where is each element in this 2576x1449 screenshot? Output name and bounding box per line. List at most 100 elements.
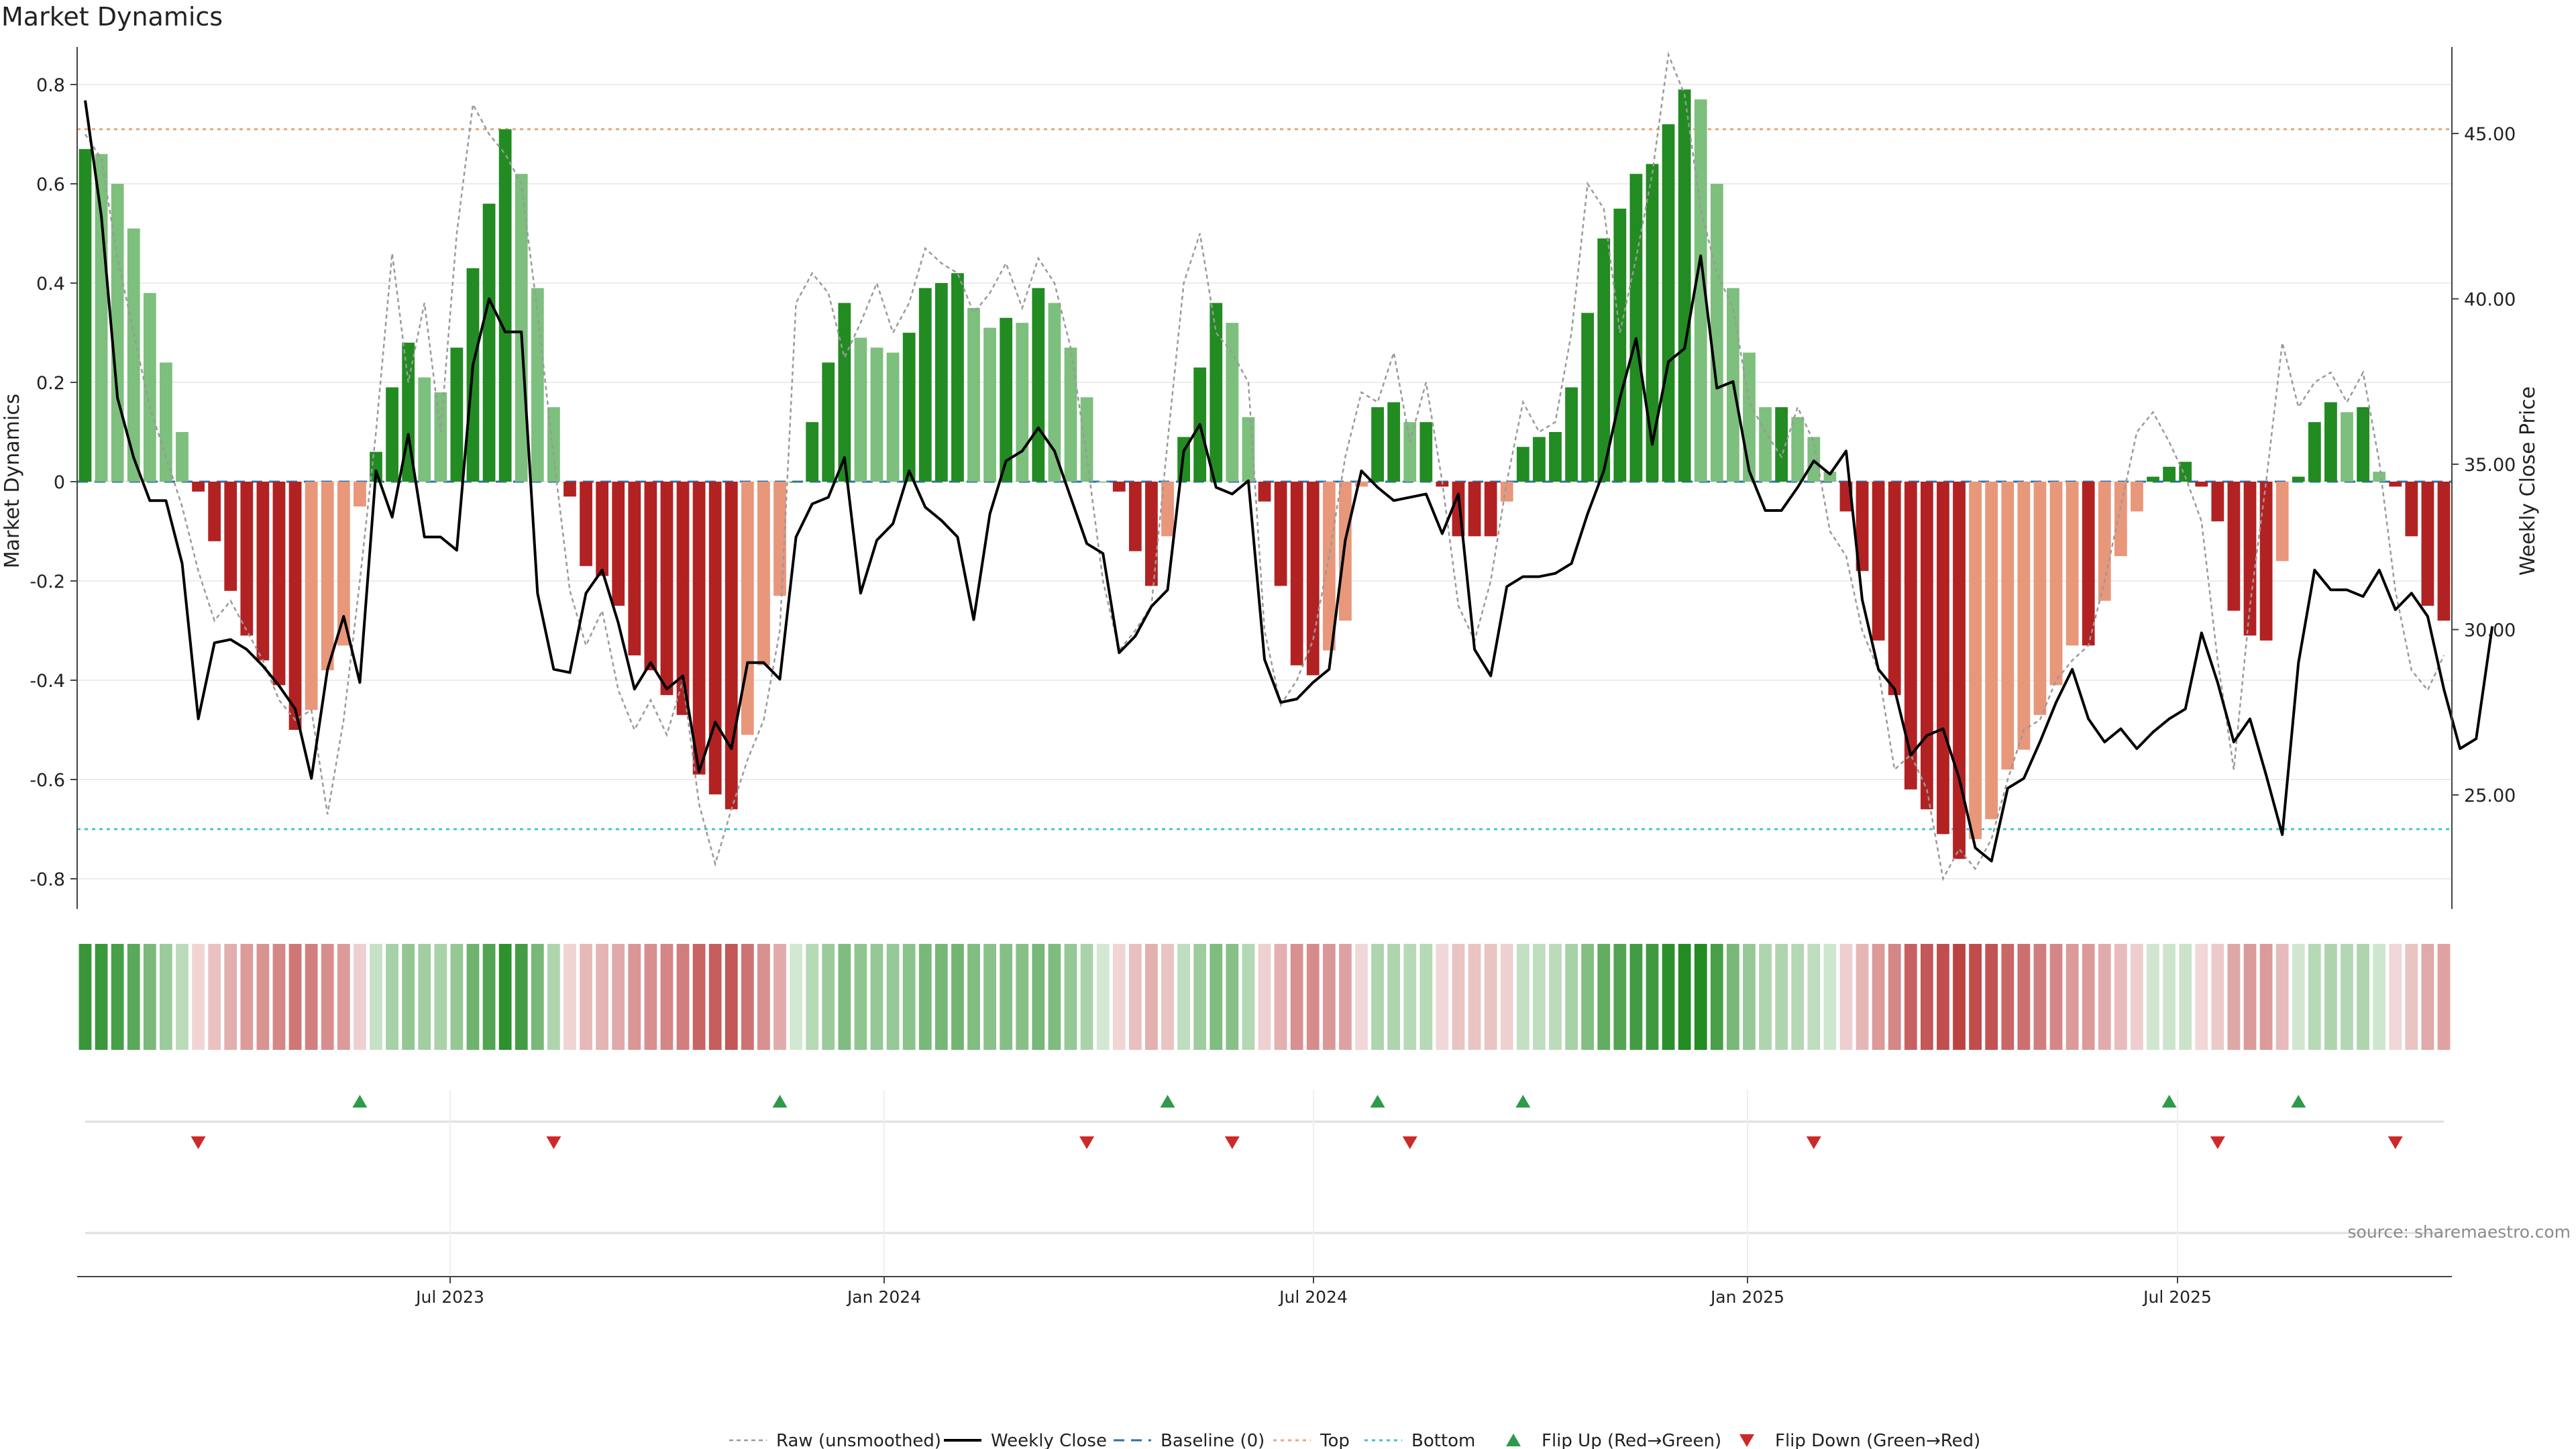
flip-down-marker (546, 1136, 561, 1149)
x-tick-label: Jul 2025 (2142, 1287, 2212, 1307)
heat-strip-cell (256, 944, 270, 1050)
flip-up-marker (2291, 1095, 2306, 1108)
md-bar (1872, 482, 1885, 641)
heat-strip-cell (580, 944, 592, 1050)
heat-strip-cell (2292, 944, 2305, 1050)
flip-down-marker (2387, 1136, 2403, 1149)
legend-item-raw: Raw (unsmoothed) (729, 1431, 941, 1449)
heat-strip (78, 944, 2451, 1050)
heat-strip-cell (724, 944, 738, 1050)
heat-strip-cell (2033, 944, 2047, 1050)
heat-strip-cell (2275, 944, 2289, 1050)
md-bar (272, 482, 286, 686)
heat-strip-cell (1791, 944, 1805, 1050)
md-bar (1662, 124, 1675, 482)
md-bar (1646, 164, 1659, 482)
md-bar (1080, 397, 1093, 482)
heat-strip-cell (2405, 944, 2418, 1050)
heat-strip-cell (450, 944, 464, 1050)
legend-item-baseline: Baseline (0) (1114, 1431, 1265, 1449)
md-bar (386, 387, 398, 482)
y2-tick-label: 45.00 (2464, 124, 2516, 145)
legend-item-close: Weekly Close (944, 1431, 1107, 1449)
heat-strip-cell (1290, 944, 1303, 1050)
md-bar (1016, 323, 1029, 482)
heat-strip-cell (2195, 944, 2208, 1050)
flip-down-marker (1079, 1136, 1095, 1149)
md-bar (1549, 432, 1562, 482)
md-bar (1000, 317, 1013, 482)
heat-strip-cell (1533, 944, 1546, 1050)
heat-strip-cell (1888, 944, 1901, 1050)
md-bar (2373, 472, 2386, 482)
heat-strip-cell (2131, 944, 2143, 1050)
heat-strip-cell (2324, 944, 2337, 1050)
md-bar (1161, 482, 1174, 537)
md-bar (305, 482, 318, 710)
md-bar (1516, 447, 1529, 482)
legend-swatch (1506, 1434, 1521, 1446)
heat-strip-cell (2259, 944, 2273, 1050)
heat-strip-cell (1080, 944, 1093, 1050)
heat-strip-cell (1597, 944, 1611, 1050)
heat-strip-cell (2437, 944, 2451, 1050)
md-bar (838, 303, 851, 482)
md-bar (2292, 476, 2305, 482)
md-bar (1565, 387, 1578, 482)
md-bar (1856, 482, 1869, 572)
heat-strip-cell (370, 944, 382, 1050)
md-bar (1775, 407, 1788, 482)
heat-strip-cell (1258, 944, 1271, 1050)
heat-strip-cell (1920, 944, 1933, 1050)
legend: Raw (unsmoothed) Weekly Close Baseline (0)… (729, 1431, 1980, 1449)
md-bar (531, 288, 544, 482)
md-bar (1791, 417, 1805, 482)
y-axis: 0.8 0.6 0.4 0.2 0 -0.2 -0.4 -0.6 -0.8 (30, 47, 78, 909)
md-bar (564, 482, 576, 497)
heat-strip-cell (1339, 944, 1352, 1050)
md-bar (1306, 482, 1320, 676)
y-tick-label: -0.2 (30, 572, 65, 592)
md-bar (1032, 288, 1045, 482)
heat-strip-cell (1823, 944, 1837, 1050)
md-bar (1096, 482, 1110, 483)
md-bar (1468, 482, 1481, 537)
md-bar (692, 482, 706, 775)
md-bar (934, 283, 948, 482)
heat-strip-cell (1710, 944, 1723, 1050)
md-bar (612, 482, 625, 606)
heat-strip-cell (1193, 944, 1207, 1050)
heat-strip-cell (1613, 944, 1627, 1050)
md-bar (1500, 482, 1513, 502)
md-bar (78, 149, 92, 482)
md-bar (2033, 482, 2047, 715)
md-bar (1759, 407, 1772, 482)
x-tick-label: Jan 2024 (846, 1287, 921, 1307)
heat-strip-cell (466, 944, 480, 1050)
heat-strip-cell (1064, 944, 1077, 1050)
flip-down-marker (2210, 1136, 2225, 1149)
legend-item-flipup: Flip Up (Red→Green) (1506, 1431, 1721, 1449)
md-bar (2421, 482, 2434, 606)
md-bar (1210, 303, 1223, 482)
md-bar (757, 482, 770, 665)
md-bar (1048, 303, 1061, 482)
y-tick-label: -0.4 (30, 671, 65, 692)
heat-strip-cell (1436, 944, 1449, 1050)
heat-strip-cell (95, 944, 108, 1050)
md-bar (2147, 476, 2159, 482)
md-bar (418, 377, 431, 482)
md-bar (482, 203, 496, 482)
heat-strip-cell (111, 944, 124, 1050)
legend-swatch (1739, 1434, 1754, 1447)
heat-strip-cell (1161, 944, 1174, 1050)
flip-down-marker (191, 1136, 206, 1149)
md-bar (1064, 347, 1077, 482)
flip-up-marker (352, 1095, 368, 1108)
x-axis: Jul 2023 Jan 2024 Jul 2024 Jan 2025 Jul 2025 (77, 1090, 2452, 1307)
y-tick-label: 0.2 (36, 373, 65, 394)
md-bar (1807, 437, 1821, 482)
heat-strip-cell (321, 944, 334, 1050)
md-bar (2341, 412, 2353, 482)
